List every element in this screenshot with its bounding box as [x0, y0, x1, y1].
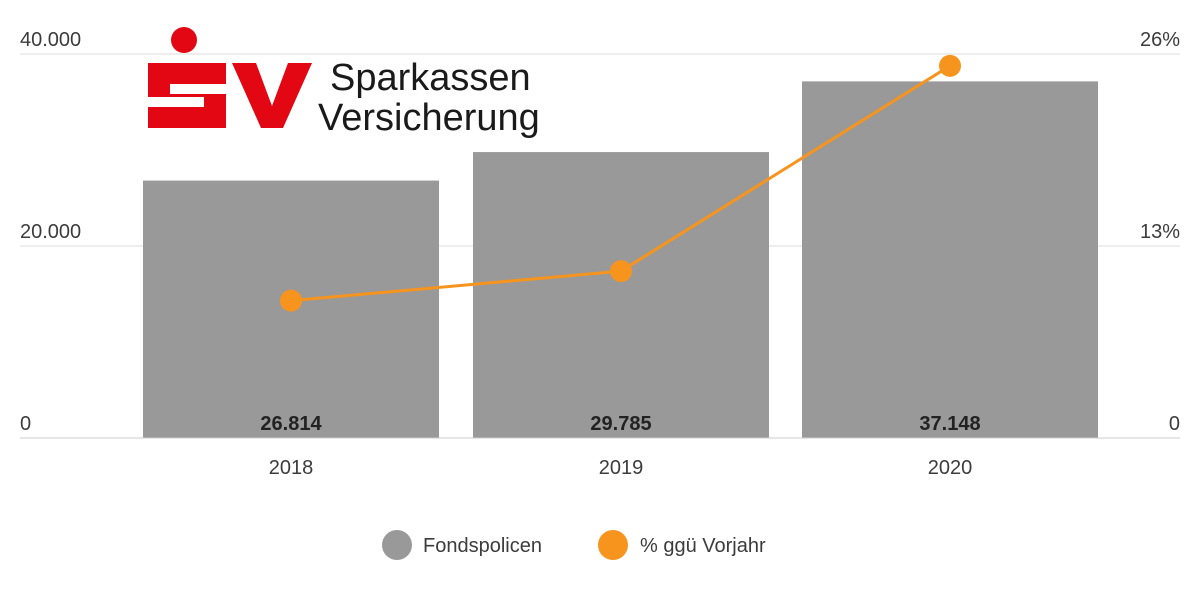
- line-series: [280, 54, 961, 312]
- line-point-2018: [280, 289, 302, 312]
- bar-value-label: 29.785: [590, 413, 651, 435]
- legend-swatch-fondspolicen: [382, 530, 412, 560]
- bar-2019: [473, 152, 769, 438]
- y-left-tick-label: 40.000: [20, 29, 81, 51]
- bar-value-label: 37.148: [919, 413, 980, 435]
- legend-label-fondspolicen: Fondspolicen: [423, 535, 542, 557]
- x-tick-label: 2019: [599, 457, 644, 479]
- y-right-tick-label: 0: [1169, 413, 1180, 435]
- bar-2020: [802, 81, 1098, 438]
- sparkassen-versicherung-logo: Sparkassen Versicherung: [148, 27, 540, 139]
- y-left-tick-label: 0: [20, 413, 31, 435]
- logo-line1: Sparkassen: [330, 57, 531, 99]
- line-point-2020: [939, 54, 961, 77]
- logo-s-mark: [148, 63, 226, 128]
- axes: 0 20.000 40.000 0 13% 26% 2018 2019 2020: [20, 29, 1180, 479]
- bar-value-label: 26.814: [260, 413, 322, 435]
- line-point-2019: [610, 260, 632, 283]
- x-tick-label: 2020: [928, 457, 973, 479]
- legend: Fondspolicen % ggü Vorjahr: [382, 530, 766, 560]
- y-right-tick-label: 26%: [1140, 29, 1180, 51]
- legend-swatch-pct: [598, 530, 628, 560]
- logo-line2: Versicherung: [318, 97, 540, 139]
- x-tick-label: 2018: [269, 457, 314, 479]
- y-right-tick-label: 13%: [1140, 221, 1180, 243]
- logo-v-mark: [232, 63, 312, 128]
- legend-label-pct: % ggü Vorjahr: [640, 535, 766, 557]
- y-left-tick-label: 20.000: [20, 221, 81, 243]
- bars: 26.814 29.785 37.148: [143, 81, 1098, 438]
- logo-dot: [171, 27, 197, 53]
